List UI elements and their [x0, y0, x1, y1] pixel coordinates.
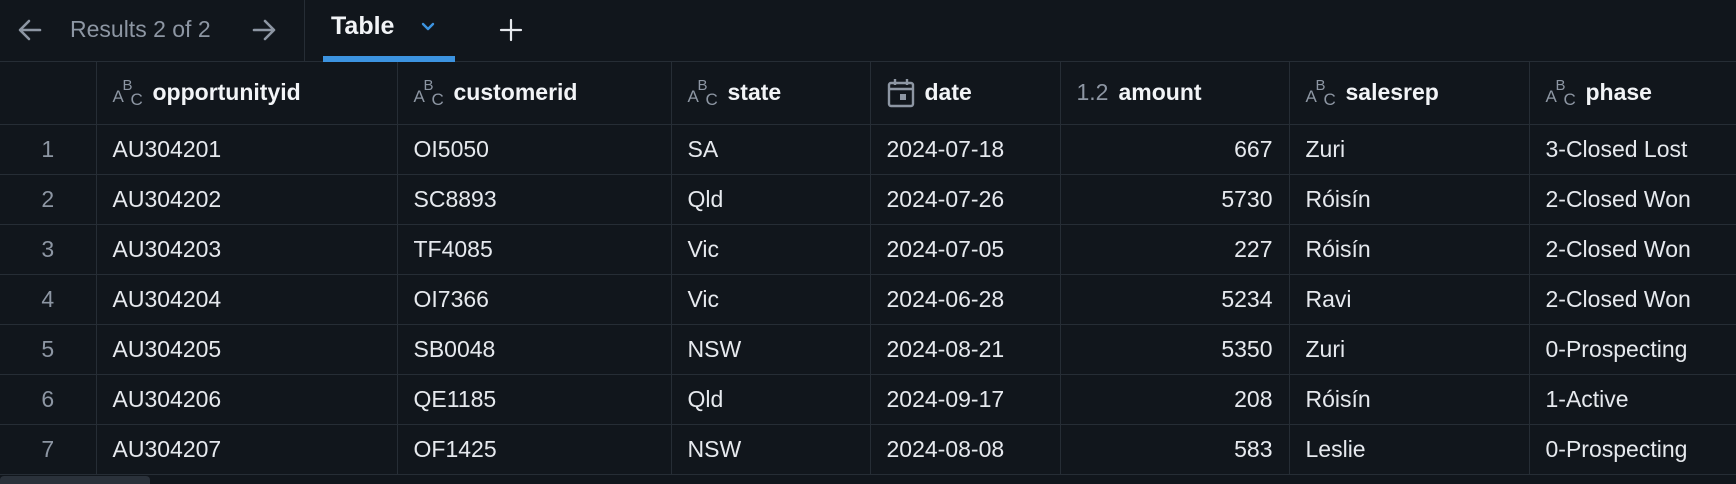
cell-phase[interactable]: 3-Closed Lost [1529, 124, 1736, 175]
column-label: customerid [453, 79, 578, 106]
cell-opportunityid[interactable]: AU304203 [96, 224, 398, 275]
horizontal-scrollbar[interactable] [0, 476, 150, 484]
cell-customerid[interactable]: QE1185 [397, 374, 672, 425]
cell-amount[interactable]: 583 [1060, 424, 1290, 475]
cell-salesrep[interactable]: Zuri [1289, 324, 1530, 375]
cell-amount[interactable]: 667 [1060, 124, 1290, 175]
cell-opportunityid[interactable]: AU304202 [96, 174, 398, 225]
column-label: date [924, 79, 972, 106]
column-header-date[interactable]: date [870, 62, 1061, 125]
cell-state[interactable]: NSW [671, 324, 871, 375]
results-toolbar: Results 2 of 2 Table [0, 0, 1736, 62]
active-tab-indicator [323, 56, 455, 62]
cell-phase[interactable]: 0-Prospecting [1529, 424, 1736, 475]
cell-salesrep[interactable]: Róisín [1289, 174, 1530, 225]
table-row[interactable]: 1 AU304201 OI5050 SA 2024-07-18 667 Zuri… [0, 124, 1736, 175]
cell-date[interactable]: 2024-06-28 [870, 274, 1061, 325]
cell-date[interactable]: 2024-07-18 [870, 124, 1061, 175]
cell-opportunityid[interactable]: AU304201 [96, 124, 398, 175]
cell-date[interactable]: 2024-08-08 [870, 424, 1061, 475]
cell-date[interactable]: 2024-09-17 [870, 374, 1061, 425]
tab-table[interactable]: Table [323, 0, 455, 62]
cell-salesrep[interactable]: Leslie [1289, 424, 1530, 475]
table-row[interactable]: 5 AU304205 SB0048 NSW 2024-08-21 5350 Zu… [0, 324, 1736, 375]
cell-amount[interactable]: 5730 [1060, 174, 1290, 225]
cell-amount[interactable]: 5350 [1060, 324, 1290, 375]
column-label: amount [1118, 79, 1202, 106]
cell-opportunityid[interactable]: AU304205 [96, 324, 398, 375]
table-row[interactable]: 2 AU304202 SC8893 Qld 2024-07-26 5730 Ró… [0, 174, 1736, 225]
cell-date[interactable]: 2024-07-26 [870, 174, 1061, 225]
arrow-right-icon[interactable] [248, 14, 280, 46]
cell-state[interactable]: NSW [671, 424, 871, 475]
cell-amount[interactable]: 227 [1060, 224, 1290, 275]
table-row[interactable]: 7 AU304207 OF1425 NSW 2024-08-08 583 Les… [0, 424, 1736, 475]
column-label: phase [1585, 79, 1652, 106]
column-label: salesrep [1345, 79, 1439, 106]
cell-state[interactable]: Vic [671, 274, 871, 325]
cell-date[interactable]: 2024-08-21 [870, 324, 1061, 375]
cell-salesrep[interactable]: Ravi [1289, 274, 1530, 325]
row-index: 5 [0, 324, 97, 375]
column-label: opportunityid [152, 79, 301, 106]
cell-phase[interactable]: 0-Prospecting [1529, 324, 1736, 375]
cell-state[interactable]: Vic [671, 224, 871, 275]
tab-table-label: Table [331, 12, 395, 40]
cell-customerid[interactable]: SC8893 [397, 174, 672, 225]
cell-phase[interactable]: 2-Closed Won [1529, 274, 1736, 325]
cell-customerid[interactable]: OI5050 [397, 124, 672, 175]
row-index: 6 [0, 374, 97, 425]
arrow-left-icon[interactable] [14, 14, 46, 46]
cell-customerid[interactable]: OI7366 [397, 274, 672, 325]
cell-phase[interactable]: 2-Closed Won [1529, 224, 1736, 275]
calendar-icon [887, 78, 915, 108]
cell-customerid[interactable]: TF4085 [397, 224, 672, 275]
results-navigator: Results 2 of 2 [0, 0, 305, 62]
cell-customerid[interactable]: OF1425 [397, 424, 672, 475]
cell-customerid[interactable]: SB0048 [397, 324, 672, 375]
row-index-header [0, 62, 97, 125]
chevron-down-icon[interactable] [418, 16, 438, 36]
cell-amount[interactable]: 208 [1060, 374, 1290, 425]
table-row[interactable]: 4 AU304204 OI7366 Vic 2024-06-28 5234 Ra… [0, 274, 1736, 325]
cell-phase[interactable]: 2-Closed Won [1529, 174, 1736, 225]
cell-phase[interactable]: 1-Active [1529, 374, 1736, 425]
row-index: 7 [0, 424, 97, 475]
cell-date[interactable]: 2024-07-05 [870, 224, 1061, 275]
row-index: 2 [0, 174, 97, 225]
plus-icon[interactable] [496, 14, 526, 46]
table-row[interactable]: 3 AU304203 TF4085 Vic 2024-07-05 227 Rói… [0, 224, 1736, 275]
cell-state[interactable]: Qld [671, 374, 871, 425]
cell-opportunityid[interactable]: AU304207 [96, 424, 398, 475]
cell-salesrep[interactable]: Róisín [1289, 374, 1530, 425]
cell-state[interactable]: Qld [671, 174, 871, 225]
cell-opportunityid[interactable]: AU304204 [96, 274, 398, 325]
cell-salesrep[interactable]: Róisín [1289, 224, 1530, 275]
table-row[interactable]: 6 AU304206 QE1185 Qld 2024-09-17 208 Rói… [0, 374, 1736, 425]
cell-salesrep[interactable]: Zuri [1289, 124, 1530, 175]
row-index: 1 [0, 124, 97, 175]
row-index: 4 [0, 274, 97, 325]
column-label: state [727, 79, 782, 106]
results-counter: Results 2 of 2 [70, 16, 211, 42]
cell-opportunityid[interactable]: AU304206 [96, 374, 398, 425]
column-header-amount[interactable]: 1.2 amount [1060, 62, 1290, 125]
cell-amount[interactable]: 5234 [1060, 274, 1290, 325]
cell-state[interactable]: SA [671, 124, 871, 175]
row-index: 3 [0, 224, 97, 275]
decimal-type-icon: 1.2 [1076, 79, 1109, 106]
